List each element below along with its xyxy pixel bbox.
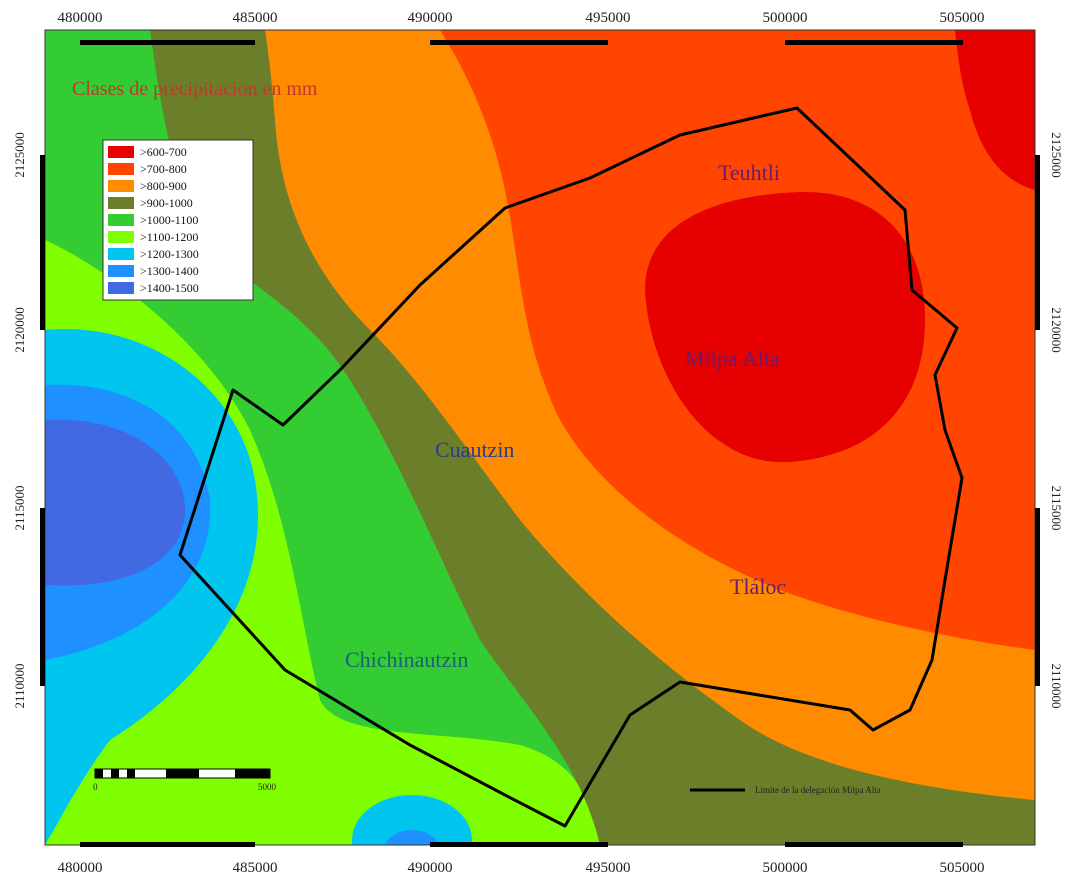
legend: >600-700 >700-800 >800-900 >900-1000 >1000-1… <box>102 139 254 301</box>
legend-swatch <box>108 248 134 260</box>
zone-600-700-northeast <box>955 30 1035 190</box>
legend-label: >1200-1300 <box>140 247 199 261</box>
frame-ticks <box>40 40 1040 847</box>
boundary-legend-label: Limite de la delegación Milpa Alta <box>755 785 881 795</box>
x-tick-top: 500000 <box>763 10 808 26</box>
map-title: Clases de precipitacion en mm <box>72 78 318 100</box>
y-tick-left: 2120000 <box>12 307 27 353</box>
x-tick-bottom: 480000 <box>58 860 103 876</box>
legend-label: >800-900 <box>140 179 187 193</box>
x-tick-bottom: 490000 <box>408 860 453 876</box>
milpa-alta-boundary <box>178 106 964 828</box>
x-tick-top: 480000 <box>58 10 103 26</box>
zone-1300-1400-south <box>384 830 440 845</box>
boundary-legend: Limite de la delegación Milpa Alta <box>690 785 881 795</box>
legend-label: >1100-1200 <box>140 230 198 244</box>
legend-swatch <box>108 163 134 175</box>
y-axis-left: 2125000 2120000 2115000 2110000 <box>12 132 27 708</box>
scale-bar-start-label: 0 <box>93 782 98 792</box>
legend-swatch <box>108 146 134 158</box>
y-tick-right: 2115000 <box>1049 485 1064 530</box>
legend-swatch <box>108 214 134 226</box>
place-label-milpa-alta: Milpa Alta <box>685 346 780 371</box>
x-tick-top: 495000 <box>586 10 631 26</box>
y-tick-right: 2110000 <box>1049 663 1064 708</box>
y-axis-right: 2125000 2120000 2115000 2110000 <box>1049 132 1064 708</box>
place-label-cuautzin: Cuautzin <box>435 437 514 462</box>
y-tick-right: 2125000 <box>1049 132 1064 178</box>
precipitation-zones <box>45 30 1035 845</box>
x-tick-bottom: 500000 <box>763 860 808 876</box>
x-tick-top: 505000 <box>940 10 985 26</box>
x-tick-bottom: 495000 <box>586 860 631 876</box>
y-tick-left: 2125000 <box>12 132 27 178</box>
y-tick-right: 2120000 <box>1049 307 1064 353</box>
zone-600-700-milpa-alta <box>645 191 925 463</box>
legend-label: >1300-1400 <box>140 264 199 278</box>
legend-swatch <box>108 180 134 192</box>
legend-swatch <box>108 197 134 209</box>
legend-swatch <box>108 231 134 243</box>
legend-label: >900-1000 <box>140 196 193 210</box>
legend-swatch <box>108 265 134 277</box>
legend-label: >600-700 <box>140 145 187 159</box>
x-tick-top: 485000 <box>233 10 278 26</box>
zone-1200-1300-south <box>352 795 472 845</box>
legend-label: >1400-1500 <box>140 281 199 295</box>
place-label-teuhtli: Teuhtli <box>718 160 780 185</box>
x-tick-bottom: 505000 <box>940 860 985 876</box>
x-tick-top: 490000 <box>408 10 453 26</box>
x-axis-top: 480000 485000 490000 495000 500000 50500… <box>58 10 985 26</box>
legend-label: >700-800 <box>140 162 187 176</box>
scale-bar: 0 5000 <box>93 768 277 792</box>
legend-label: >1000-1100 <box>140 213 198 227</box>
y-tick-left: 2115000 <box>12 485 27 530</box>
legend-swatch <box>108 282 134 294</box>
scale-bar-end-label: 5000 <box>258 782 277 792</box>
place-label-tlaloc: Tláloc <box>730 574 786 599</box>
place-label-chichinautzin: Chichinautzin <box>345 647 468 672</box>
zone-1400-1500 <box>45 419 185 586</box>
x-tick-bottom: 485000 <box>233 860 278 876</box>
y-tick-left: 2110000 <box>12 663 27 708</box>
x-axis-bottom: 480000 485000 490000 495000 500000 50500… <box>58 860 985 876</box>
